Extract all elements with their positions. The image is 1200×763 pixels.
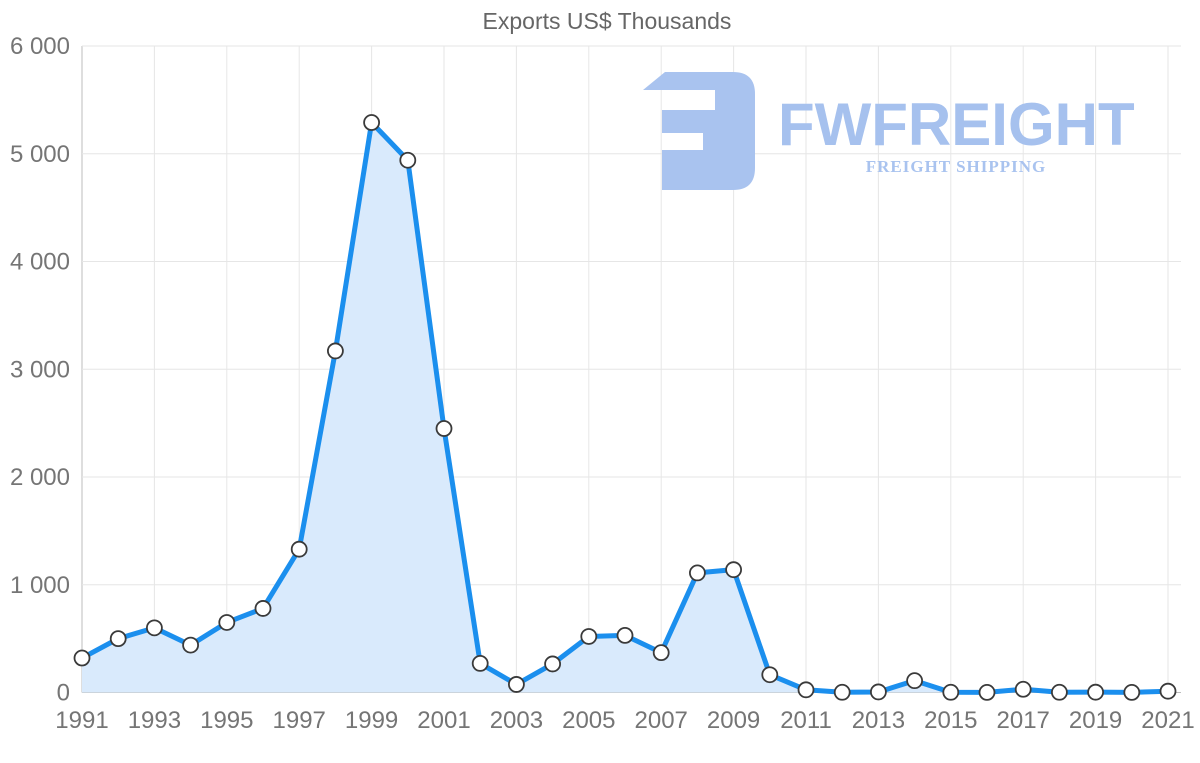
data-point-marker [145,619,163,637]
data-point-marker [1014,680,1032,698]
data-point-marker [73,649,91,667]
x-axis-tick-label: 1995 [200,707,253,734]
y-axis-tick-label: 1 000 [10,572,70,599]
data-point-marker [471,655,489,672]
data-point-marker [326,342,344,360]
data-point-marker [1159,682,1177,700]
data-point-marker [182,636,200,654]
x-axis-tick-label: 1993 [128,707,181,734]
data-point-marker [616,626,634,644]
data-point-marker [725,561,742,579]
data-point-marker [435,420,453,437]
x-axis-tick-label: 1997 [273,707,326,734]
y-axis-tick-label: 6 000 [10,33,70,60]
data-point-marker [363,114,381,131]
x-axis-tick-label: 2007 [635,707,688,734]
data-point-marker [109,630,127,648]
x-axis-tick-label: 2009 [707,707,760,734]
x-axis-tick-label: 2017 [997,707,1050,734]
data-point-marker [218,614,236,631]
data-point-marker [399,151,417,169]
data-point-marker [833,683,851,701]
x-axis-tick-label: 1999 [345,707,398,734]
series-line [79,120,1171,695]
x-axis-tick-label: 2021 [1141,707,1194,734]
data-point-marker [580,628,598,645]
data-point-marker [652,644,670,662]
data-point-marker [906,672,923,690]
x-axis-tick-label: 2003 [490,707,543,734]
data-point-marker [1087,683,1104,701]
x-axis-tick-label: 1991 [55,707,108,734]
y-axis-tick-label: 5 000 [10,141,70,168]
data-point-marker [942,683,960,701]
y-axis-tick-label: 4 000 [10,249,70,276]
x-axis-tick-label: 2015 [924,707,977,734]
data-point-marker [870,683,887,701]
fwfreight-logo-icon [643,72,755,190]
data-point-marker [544,655,561,673]
chart-title: Exports US$ Thousands [482,8,732,34]
series-area [82,122,1168,693]
data-point-marker [508,676,525,693]
x-axis-tick-label: 2001 [417,707,470,734]
data-point-marker [1051,683,1068,701]
y-axis-tick-label: 0 [57,680,70,707]
y-axis-tick-label: 2 000 [10,464,70,491]
data-point-marker [254,600,272,617]
data-point-marker [761,666,779,684]
fwfreight-logo-text: FWFREIGHT [778,91,1135,158]
x-axis-tick-label: 2019 [1069,707,1122,734]
x-axis-tick-label: 2005 [562,707,615,734]
x-axis-tick-label: 2013 [852,707,905,734]
data-point-marker [978,683,996,701]
data-point-marker [797,681,815,699]
y-axis-tick-label: 3 000 [10,356,70,383]
data-point-marker [1123,683,1141,701]
data-point-marker [689,564,706,582]
data-point-marker [290,540,308,558]
x-axis-tick-label: 2011 [780,707,832,734]
fwfreight-logo-subtitle: FREIGHT SHIPPING [865,157,1047,176]
